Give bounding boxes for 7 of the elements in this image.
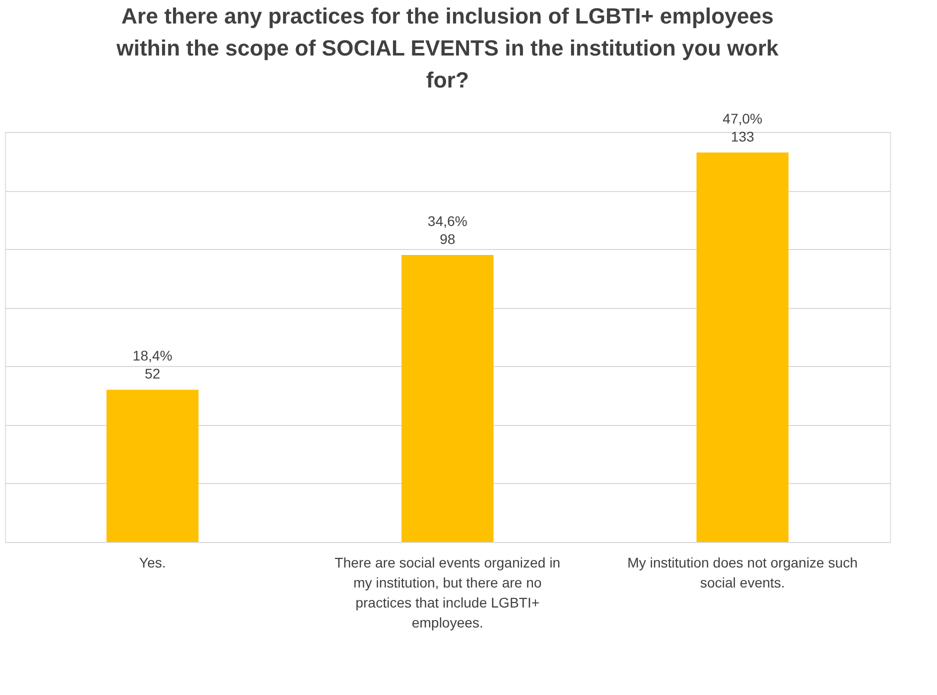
chart-title: Are there any practices for the inclusion of LGBTI+ employees within the scope of SOCIAL EVENTS in the institution you work for? [115,4,780,92]
x-tick-label: Yes. [139,554,166,570]
x-tick-label: There are social events organized in my institution, but there are no practices that include LGBTI+ employees. [334,554,560,630]
data-label: 18,4% 52 [132,348,172,382]
data-label: 34,6% 98 [428,213,468,247]
x-tick-label: My institution does not organize such social events. [627,554,858,590]
data-label: 47,0% 133 [722,110,762,144]
